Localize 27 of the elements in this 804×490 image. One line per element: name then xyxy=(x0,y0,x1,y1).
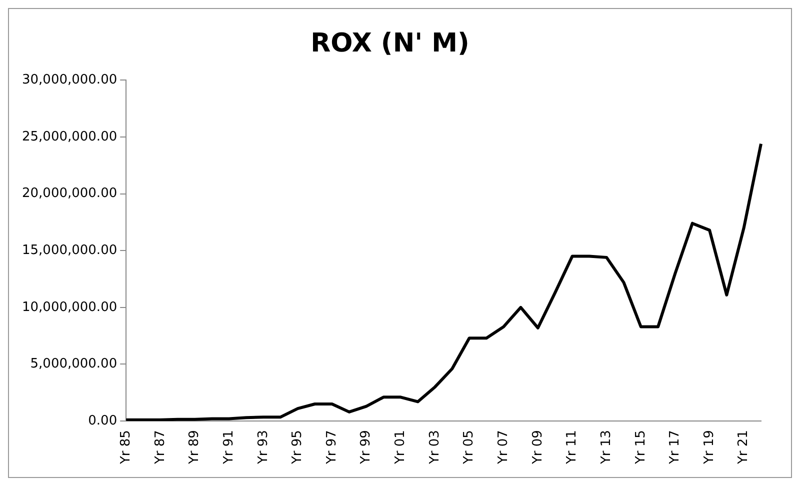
x-tick-label: Yr 13 xyxy=(598,430,614,466)
x-tick-label: Yr 11 xyxy=(564,430,580,466)
y-tick-label: 30,000,000.00 xyxy=(22,72,118,88)
chart-title: ROX (N' M) xyxy=(310,28,470,58)
y-tick-label: 10,000,000.00 xyxy=(22,300,118,315)
x-tick-label: Yr 19 xyxy=(702,430,717,466)
x-tick-label: Yr 05 xyxy=(462,430,477,466)
y-tick-label: 15,000,000.00 xyxy=(22,242,118,258)
x-tick-label: Yr 21 xyxy=(736,430,752,466)
x-tick-label: Yr 89 xyxy=(187,430,202,466)
x-tick-label: Yr 09 xyxy=(530,430,546,466)
x-tick-label: Yr 85 xyxy=(118,430,134,466)
x-tick-label: Yr 17 xyxy=(668,430,683,466)
x-tick-label: Yr 01 xyxy=(393,430,408,466)
x-tick-label: Yr 97 xyxy=(324,430,340,466)
x-tick-label: Yr 95 xyxy=(290,430,306,466)
y-tick-label: 25,000,000.00 xyxy=(22,129,118,144)
y-tick-label: 5,000,000.00 xyxy=(30,356,118,372)
x-tick-label: Yr 07 xyxy=(496,430,511,466)
x-tick-label: Yr 99 xyxy=(358,430,374,466)
x-tick-label: Yr 91 xyxy=(221,430,236,466)
x-tick-label: Yr 15 xyxy=(633,430,648,466)
x-tick-label: Yr 87 xyxy=(152,430,168,466)
y-tick-label: 0.00 xyxy=(88,413,118,428)
x-tick-label: Yr 93 xyxy=(256,430,271,466)
y-tick-label: 20,000,000.00 xyxy=(22,186,118,202)
x-tick-label: Yr 03 xyxy=(427,430,442,466)
